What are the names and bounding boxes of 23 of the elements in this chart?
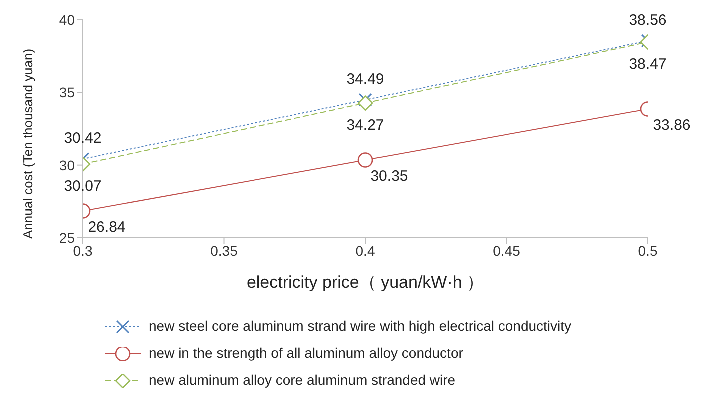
- data-label: 34.49: [346, 71, 384, 88]
- legend-label: new steel core aluminum strand wire with high electrical conductivity: [149, 317, 572, 336]
- y-tick-label: 30: [59, 157, 76, 174]
- legend-label: new in the strength of all aluminum alloy conductor: [149, 344, 464, 363]
- data-label: 30.35: [370, 168, 408, 185]
- y-tick-label: 40: [59, 12, 76, 28]
- y-tick-label: 35: [59, 84, 76, 101]
- y-tick-label: 25: [59, 230, 76, 246]
- data-label: 33.86: [653, 116, 691, 134]
- x-tick-label: 0.35: [210, 242, 238, 259]
- data-label: 30.07: [64, 178, 102, 195]
- x-tick-label: 0.45: [493, 242, 521, 259]
- legend-label: new aluminum alloy core aluminum stranded wire: [149, 371, 456, 390]
- data-label: 30.42: [64, 130, 102, 148]
- data-label: 34.27: [346, 116, 384, 134]
- data-label: 26.84: [88, 218, 126, 236]
- x-tick-label: 0.5: [638, 242, 658, 259]
- data-label: 38.56: [629, 12, 667, 29]
- x-axis-title: electricity price（ yuan/kW·h ）: [246, 273, 484, 292]
- data-label: 38.47: [629, 56, 667, 73]
- y-axis-title: Annual cost (Ten thousand yuan): [20, 48, 36, 239]
- x-tick-label: 0.3: [73, 242, 93, 259]
- x-tick-label: 0.4: [356, 242, 376, 259]
